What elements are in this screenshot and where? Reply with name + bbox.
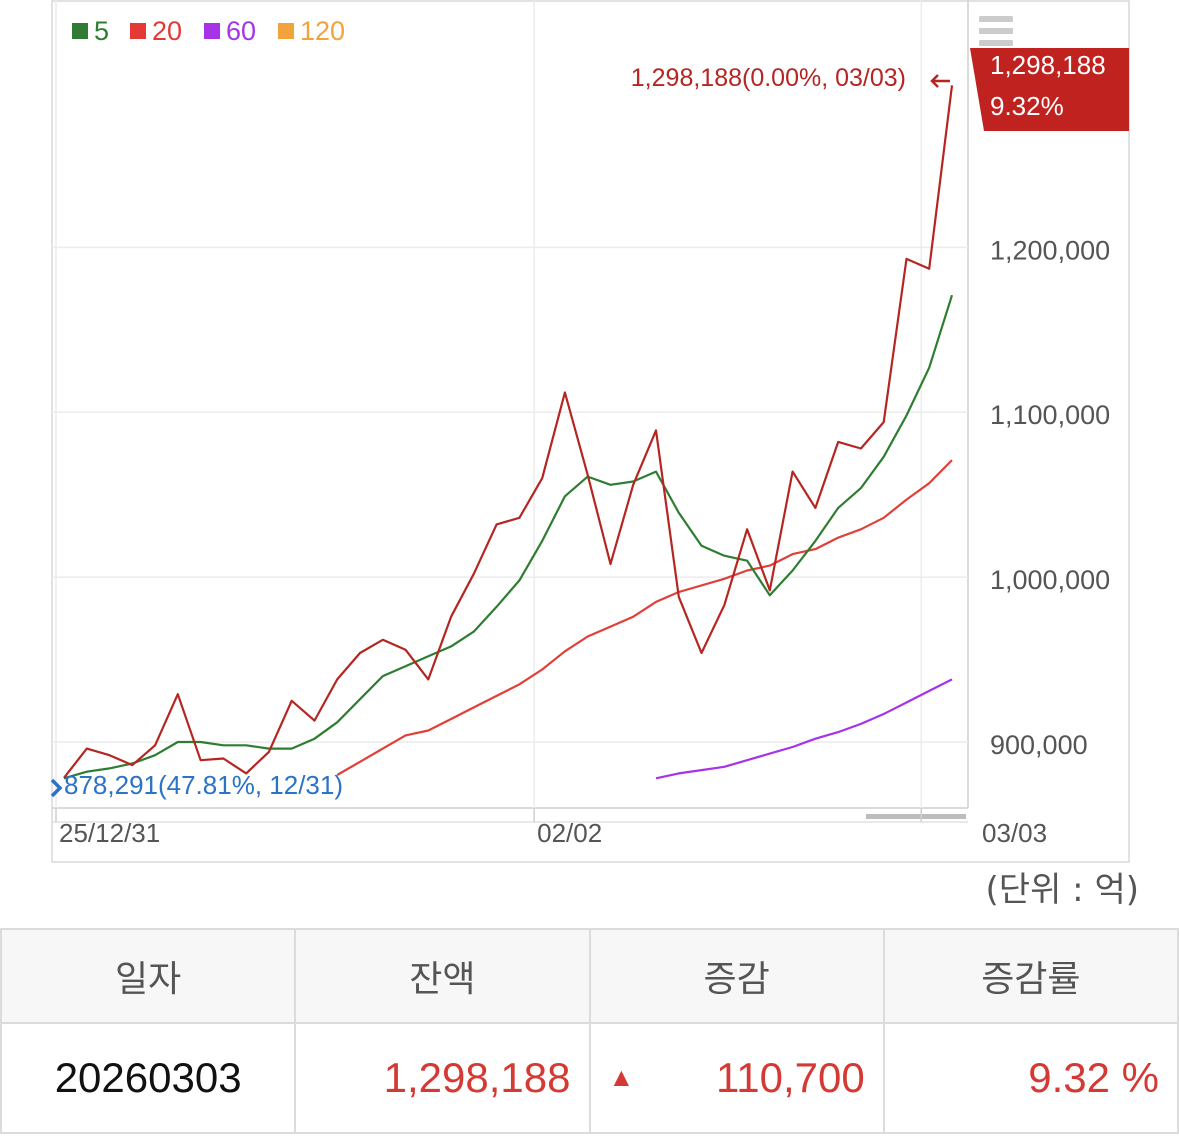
header-balance: 잔액 bbox=[294, 928, 591, 1024]
cell-balance: 1,298,188 bbox=[294, 1022, 591, 1134]
current-value-tag bbox=[970, 48, 1129, 131]
cell-date: 20260303 bbox=[0, 1022, 297, 1134]
header-rate: 증감률 bbox=[882, 928, 1179, 1024]
x-tick-label: 25/12/31 bbox=[59, 818, 160, 848]
hamburger-menu-icon[interactable] bbox=[979, 16, 1013, 46]
x-tick-label: 02/02 bbox=[537, 818, 602, 848]
current-value-text: 1,298,188 bbox=[990, 50, 1106, 80]
legend-swatch bbox=[130, 23, 146, 39]
x-tick-label: 03/03 bbox=[982, 818, 1047, 848]
unit-label: (단위 : 억) bbox=[985, 870, 1139, 910]
y-tick-label: 1,100,000 bbox=[990, 400, 1110, 430]
chart-frame bbox=[51, 0, 1130, 863]
menu-bar bbox=[979, 40, 1013, 46]
scroll-handle bbox=[866, 814, 966, 819]
legend-label: 20 bbox=[152, 16, 182, 46]
min-value-label: 878,291(47.81%, 12/31) bbox=[64, 770, 343, 800]
table-header-row: 일자 잔액 증감 증감률 bbox=[0, 928, 1179, 1024]
cell-change-value: 110,700 bbox=[716, 1054, 865, 1101]
menu-bar bbox=[979, 28, 1013, 34]
legend-label: 5 bbox=[94, 16, 109, 46]
y-tick-label: 1,200,000 bbox=[990, 235, 1110, 265]
legend-swatch bbox=[278, 23, 294, 39]
arrow-left-icon bbox=[930, 74, 950, 88]
header-date: 일자 bbox=[0, 928, 297, 1024]
y-tick-label: 1,000,000 bbox=[990, 565, 1110, 595]
header-change: 증감 bbox=[588, 928, 885, 1024]
max-value-label: 1,298,188(0.00%, 03/03) bbox=[631, 64, 906, 92]
y-tick-label: 900,000 bbox=[990, 730, 1088, 760]
cell-change: ▲ 110,700 bbox=[588, 1022, 885, 1134]
series-line-price bbox=[63, 85, 954, 779]
chart-area: 900,000 1,000,000 1,100,000 1,200,000 25/12/… bbox=[50, 0, 1130, 863]
up-triangle-icon: ▲ bbox=[608, 1062, 635, 1092]
legend-swatch bbox=[72, 23, 88, 39]
line-chart: 900,000 1,000,000 1,100,000 1,200,000 25/12/… bbox=[50, 0, 1130, 863]
series-line-5 bbox=[63, 294, 954, 780]
series-line-60 bbox=[655, 678, 953, 780]
legend-swatch bbox=[204, 23, 220, 39]
series-line-20 bbox=[336, 459, 953, 776]
legend-label: 60 bbox=[226, 16, 256, 46]
current-change-text: 9.32% bbox=[990, 91, 1064, 121]
chevron-right-icon bbox=[50, 778, 63, 798]
legend-label: 120 bbox=[300, 16, 345, 46]
cell-rate: 9.32 % bbox=[882, 1022, 1179, 1134]
table-row: 20260303 1,298,188 ▲ 110,700 9.32 % bbox=[0, 1022, 1179, 1134]
menu-bar bbox=[979, 16, 1013, 22]
data-table: 일자 잔액 증감 증감률 20260303 1,298,188 ▲ 110,70… bbox=[0, 928, 1179, 1134]
